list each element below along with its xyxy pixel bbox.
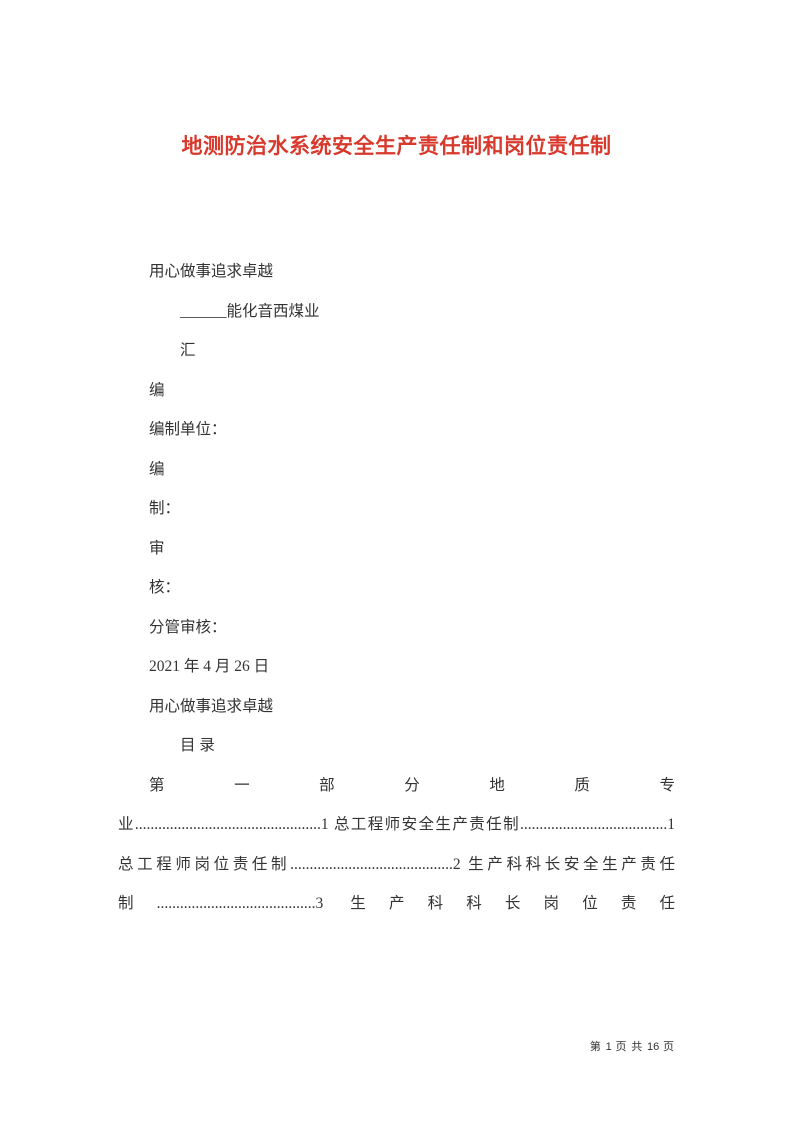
bian-line: 编 xyxy=(118,371,675,411)
date-line: 2021 年 4 月 26 日 xyxy=(118,647,675,687)
page-footer: 第 1 页 共 16 页 xyxy=(590,1038,675,1054)
motto-line: 用心做事追求卓越 xyxy=(118,252,675,292)
toc-block: 第一部分地质专 业...............................… xyxy=(118,766,675,924)
document-title: 地测防治水系统安全生产责任制和岗位责任制 xyxy=(118,130,675,160)
motto-line-2: 用心做事追求卓越 xyxy=(118,687,675,727)
footer-suffix: 页 xyxy=(659,1041,675,1053)
he-line: 核： xyxy=(118,568,675,608)
document-page: 地测防治水系统安全生产责任制和岗位责任制 用心做事追求卓越 ______能化音西… xyxy=(0,0,793,1122)
toc-header: 目 录 xyxy=(118,726,675,766)
hui-line: 汇 xyxy=(118,331,675,371)
footer-prefix: 第 xyxy=(590,1041,606,1053)
toc-rest: 业.......................................… xyxy=(118,816,675,912)
zhi-line: 制： xyxy=(118,489,675,529)
company-line: ______能化音西煤业 xyxy=(118,292,675,332)
footer-total-pages: 16 xyxy=(647,1041,659,1053)
bian-line-2: 编 xyxy=(118,450,675,490)
footer-mid: 页 共 xyxy=(612,1041,647,1053)
shen-line: 审 xyxy=(118,529,675,569)
branch-review-line: 分管审核： xyxy=(118,608,675,648)
compile-unit-line: 编制单位： xyxy=(118,410,675,450)
toc-part1-line: 第一部分地质专 xyxy=(118,766,675,806)
document-body: 用心做事追求卓越 ______能化音西煤业 汇 编 编制单位： 编 制： 审 核… xyxy=(118,252,675,924)
